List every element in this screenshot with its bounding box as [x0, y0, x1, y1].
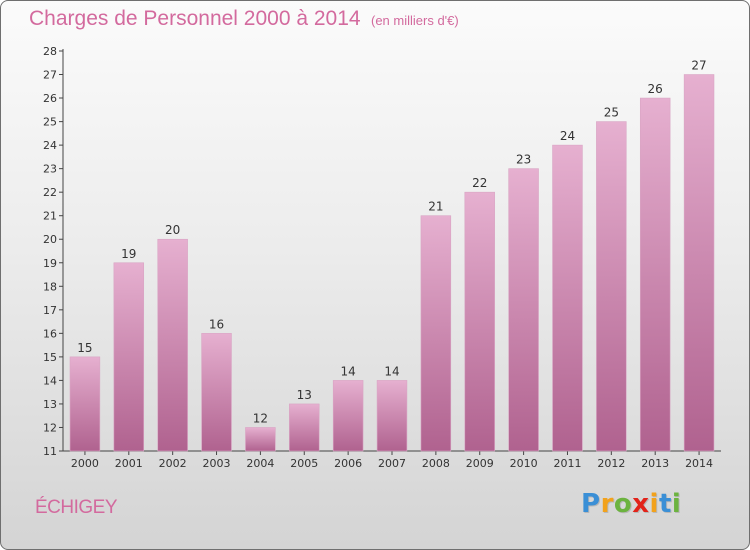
logo-letter: P	[581, 489, 601, 519]
logo-letter: x	[632, 489, 650, 519]
logo-letter: i	[649, 489, 659, 519]
data-label-2001: 19	[121, 247, 136, 261]
y-tick-label: 17	[43, 304, 57, 317]
data-label-2003: 16	[209, 317, 224, 331]
data-label-2000: 15	[77, 341, 92, 355]
data-label-2006: 14	[340, 364, 355, 378]
data-label-2002: 20	[165, 223, 180, 237]
y-tick-label: 13	[43, 398, 57, 411]
y-tick-label: 25	[43, 116, 57, 129]
y-tick-label: 18	[43, 280, 57, 293]
bar-2014	[683, 74, 715, 452]
bar-2006	[332, 380, 364, 452]
x-tick-label-2010: 2010	[510, 457, 538, 470]
bar-2007	[376, 380, 408, 452]
x-tick-label-2005: 2005	[290, 457, 318, 470]
bar-2013	[639, 97, 671, 452]
logo-letter: o	[613, 489, 633, 519]
x-tick-label-2000: 2000	[71, 457, 99, 470]
y-tick-label: 14	[43, 374, 57, 387]
logo-letter: t	[658, 489, 672, 519]
x-tick-label-2012: 2012	[597, 457, 625, 470]
data-label-2008: 21	[428, 200, 443, 214]
data-label-2012: 25	[604, 106, 619, 120]
logo-letter: i	[671, 489, 682, 519]
data-label-2011: 24	[560, 129, 575, 143]
bar-2000	[69, 356, 101, 452]
data-label-2007: 14	[384, 364, 399, 378]
bar-2011	[552, 144, 583, 452]
x-tick-label-2013: 2013	[641, 457, 669, 470]
x-tick-label-2009: 2009	[466, 457, 494, 470]
data-label-2009: 22	[472, 176, 487, 190]
x-tick-label-2014: 2014	[685, 457, 713, 470]
y-tick-label: 11	[43, 445, 57, 458]
bar-2012	[596, 121, 627, 452]
bar-2009	[464, 191, 495, 452]
proxiti-logo: Proxiti	[581, 489, 681, 519]
data-label-2013: 26	[648, 82, 663, 96]
data-label-2010: 23	[516, 153, 531, 167]
x-tick-label-2002: 2002	[159, 457, 187, 470]
y-tick-label: 15	[43, 351, 57, 364]
chart-subtitle: (en milliers d'€)	[371, 13, 459, 28]
y-tick-label: 19	[43, 257, 57, 270]
data-label-2014: 27	[691, 59, 706, 73]
bar-2010	[508, 168, 539, 452]
x-tick-label-2007: 2007	[378, 457, 406, 470]
bar-2005	[289, 403, 320, 452]
logo-letter: r	[600, 489, 614, 519]
bar-2003	[201, 333, 232, 452]
data-label-2005: 13	[297, 388, 312, 402]
y-tick-label: 23	[43, 163, 57, 176]
x-tick-label-2008: 2008	[422, 457, 450, 470]
x-tick-label-2001: 2001	[115, 457, 143, 470]
bar-2001	[113, 262, 145, 452]
y-tick-label: 27	[43, 69, 57, 82]
x-tick-label-2003: 2003	[203, 457, 231, 470]
y-tick-label: 24	[43, 139, 57, 152]
bar-2002	[157, 238, 188, 452]
data-label-2004: 12	[253, 411, 268, 425]
y-tick-label: 20	[43, 233, 57, 246]
x-tick-label-2004: 2004	[246, 457, 274, 470]
chart-title: Charges de Personnel 2000 à 2014	[29, 7, 361, 30]
y-tick-label: 28	[43, 45, 57, 58]
y-tick-label: 16	[43, 327, 57, 340]
bar-2008	[420, 215, 452, 452]
y-tick-label: 21	[43, 210, 57, 223]
y-tick-label: 26	[43, 92, 57, 105]
bar-2004	[245, 427, 276, 452]
x-tick-label-2006: 2006	[334, 457, 362, 470]
y-tick-label: 22	[43, 186, 57, 199]
x-tick-label-2011: 2011	[553, 457, 581, 470]
commune-name: ÉCHIGEY	[35, 497, 118, 518]
y-tick-label: 12	[43, 421, 57, 434]
